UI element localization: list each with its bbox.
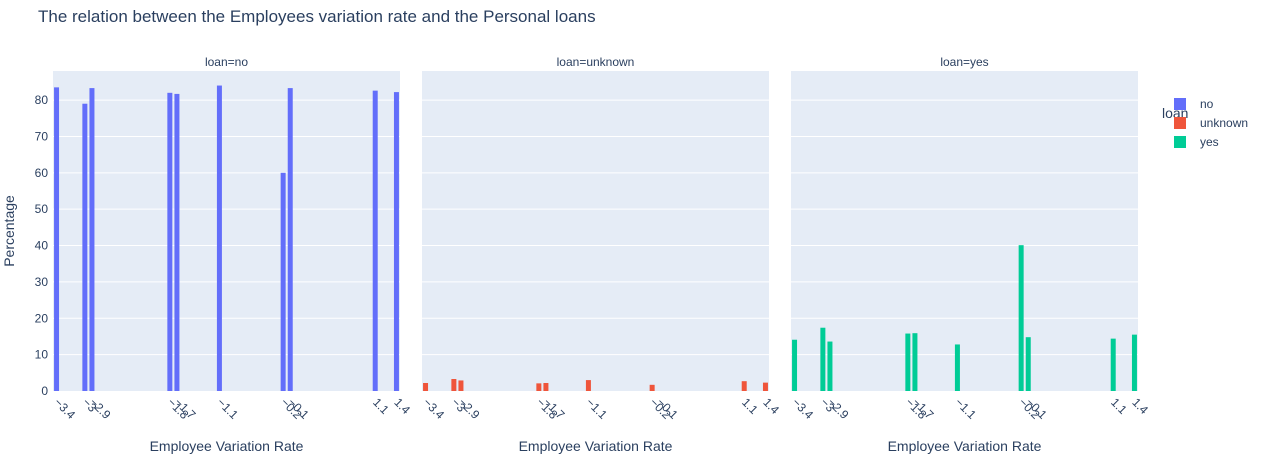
bar-yes[interactable]	[827, 341, 833, 391]
y-tick-label: 0	[41, 384, 48, 398]
x-tick-label: −3.4	[51, 395, 78, 422]
legend-item-yes[interactable]: yes	[1174, 135, 1219, 149]
panel-background	[422, 71, 769, 391]
y-tick-label: 20	[35, 311, 49, 325]
legend-label: unknown	[1200, 116, 1248, 130]
legend-item-no[interactable]: no	[1174, 97, 1214, 111]
panel-yes: loan=yes−3.4 −3−2.9 −1.8−1.7 −1.1 −0.2−0.1 1.…	[789, 55, 1151, 454]
x-tick-label: −3.4	[420, 395, 447, 422]
y-axis-title: Percentage	[1, 195, 17, 267]
bar-no[interactable]	[167, 92, 173, 392]
legend-swatch	[1174, 117, 1186, 129]
facet-label: loan=unknown	[557, 55, 635, 69]
x-tick-label: 1.4	[1129, 395, 1151, 417]
bar-yes[interactable]	[1131, 334, 1137, 391]
bar-unknown[interactable]	[536, 383, 542, 391]
x-tick-label: 1.1	[1108, 395, 1130, 417]
bar-unknown[interactable]	[543, 383, 549, 391]
facet-label: loan=no	[205, 55, 248, 69]
bar-yes[interactable]	[1018, 245, 1024, 391]
bar-yes[interactable]	[905, 333, 911, 391]
x-axis-title: Employee Variation Rate	[150, 438, 304, 454]
bar-yes[interactable]	[954, 344, 960, 391]
y-tick-label: 50	[35, 202, 49, 216]
bar-no[interactable]	[54, 87, 60, 391]
bar-yes[interactable]	[1025, 337, 1031, 391]
x-tick-label: −1.1	[583, 395, 610, 422]
y-tick-label: 40	[35, 239, 49, 253]
x-tick-label: −3.4	[789, 395, 816, 422]
x-tick-label: 1.1	[739, 395, 761, 417]
bar-no[interactable]	[372, 90, 378, 392]
legend-label: no	[1200, 97, 1214, 111]
legend-swatch	[1174, 136, 1186, 148]
panel-background	[53, 71, 400, 391]
y-tick-label: 60	[35, 166, 49, 180]
legend-label: yes	[1200, 135, 1219, 149]
bar-unknown[interactable]	[585, 380, 591, 391]
bar-unknown[interactable]	[649, 384, 655, 391]
bar-unknown[interactable]	[451, 379, 457, 391]
y-tick-label: 80	[35, 93, 49, 107]
bar-no[interactable]	[287, 88, 293, 391]
bar-unknown[interactable]	[762, 382, 768, 391]
panel-unknown: loan=unknown−3.4 −3−2.9 −1.8−1.7 −1.1 −0.2−0…	[420, 55, 782, 454]
bar-no[interactable]	[89, 88, 95, 391]
bar-yes[interactable]	[912, 333, 918, 391]
bar-yes[interactable]	[792, 339, 798, 391]
x-tick-label: 1.1	[370, 395, 392, 417]
panel-background	[791, 71, 1138, 391]
bar-yes[interactable]	[1110, 338, 1116, 391]
chart-title: The relation between the Employees varia…	[38, 7, 596, 26]
facet-label: loan=yes	[940, 55, 988, 69]
bar-unknown[interactable]	[423, 383, 429, 391]
bar-no[interactable]	[280, 172, 286, 391]
bar-no[interactable]	[393, 92, 399, 391]
y-tick-label: 10	[35, 348, 49, 362]
panel-no: loan=no−3.4 −3−2.9 −1.8−1.7 −1.1 −0.2−0.1 1.1…	[51, 55, 413, 454]
legend-swatch	[1174, 98, 1186, 110]
x-axis-title: Employee Variation Rate	[888, 438, 1042, 454]
y-tick-label: 30	[35, 275, 49, 289]
y-tick-label: 70	[35, 129, 49, 143]
bar-no[interactable]	[174, 93, 180, 391]
bar-yes[interactable]	[820, 327, 826, 391]
bar-unknown[interactable]	[741, 381, 747, 391]
x-tick-label: 1.4	[391, 395, 413, 417]
y-axis: 0 10 20 30 40 50 60 70 80	[35, 93, 49, 398]
chart-panels: loan=no−3.4 −3−2.9 −1.8−1.7 −1.1 −0.2−0.1 1.1…	[51, 55, 1151, 454]
bar-no[interactable]	[216, 85, 222, 391]
x-tick-label: −1.1	[952, 395, 979, 422]
x-tick-label: −1.1	[214, 395, 241, 422]
x-axis-title: Employee Variation Rate	[519, 438, 673, 454]
bar-unknown[interactable]	[458, 380, 464, 391]
legend-item-unknown[interactable]: unknown	[1174, 116, 1248, 130]
x-tick-label: 1.4	[760, 395, 782, 417]
bar-no[interactable]	[82, 103, 88, 392]
